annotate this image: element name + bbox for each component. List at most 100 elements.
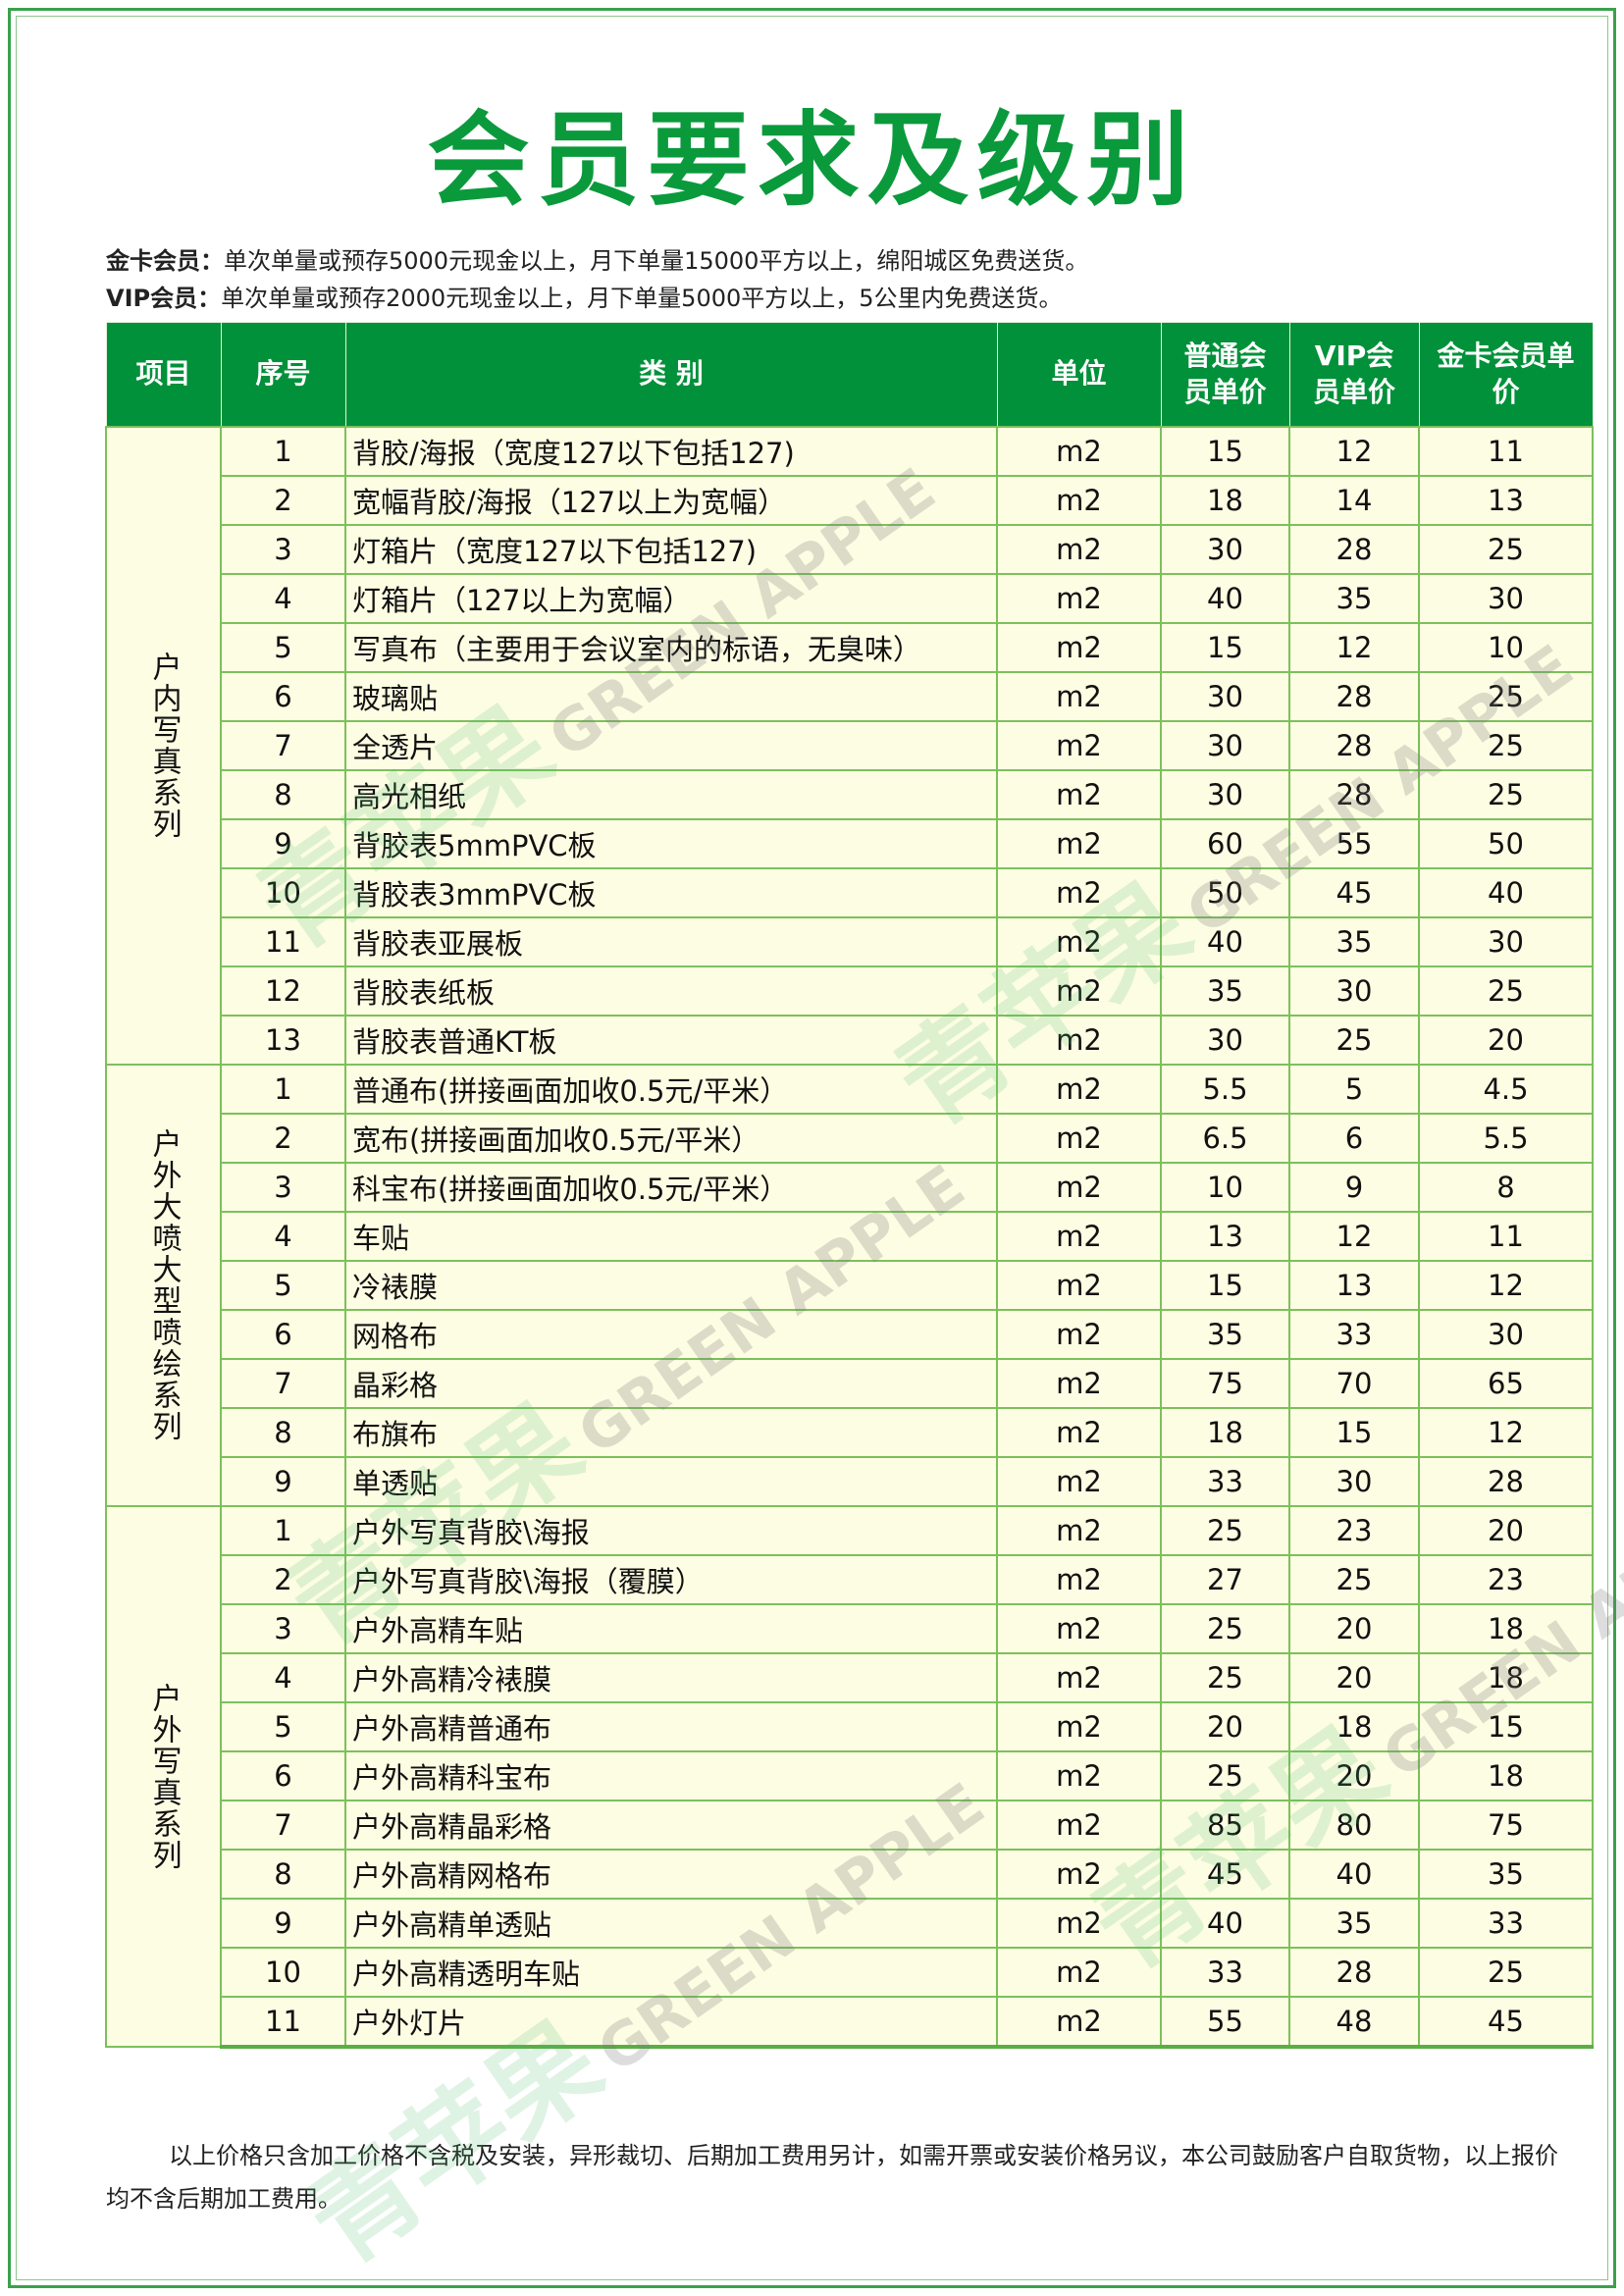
row-number: 6 <box>220 671 346 722</box>
category: 户外高精普通布 <box>344 1701 998 1752</box>
regular-price: 33 <box>1160 1947 1290 1998</box>
gold-price: 45 <box>1418 1996 1594 2049</box>
gold-price: 12 <box>1418 1260 1594 1311</box>
vip-price: 14 <box>1288 475 1420 526</box>
unit: m2 <box>996 1113 1162 1164</box>
category: 晶彩格 <box>344 1358 998 1409</box>
row-number: 9 <box>220 818 346 869</box>
table-row: 11 户外灯片 m2 55 48 45 <box>106 1996 1594 2049</box>
unit: m2 <box>996 1260 1162 1311</box>
gold-price: 11 <box>1418 1211 1594 1262</box>
row-number: 10 <box>220 1947 346 1998</box>
table-row: 8 布旗布 m2 18 15 12 <box>106 1407 1594 1458</box>
vip-price: 6 <box>1288 1113 1420 1164</box>
regular-price: 30 <box>1160 671 1290 722</box>
regular-price: 6.5 <box>1160 1113 1290 1164</box>
vip-price: 23 <box>1288 1505 1420 1556</box>
category: 背胶表5mmPVC板 <box>344 818 998 869</box>
gold-price: 28 <box>1418 1456 1594 1507</box>
table-row: 9 户外高精单透贴 m2 40 35 33 <box>106 1898 1594 1949</box>
vip-member-requirement: VIP会员：单次单量或预存2000元现金以上，月下单量5000平方以上，5公里内… <box>106 279 1063 313</box>
table-row: 7 户外高精晶彩格 m2 85 80 75 <box>106 1800 1594 1851</box>
regular-price: 18 <box>1160 475 1290 526</box>
table-row: 2 宽幅背胶/海报（127以上为宽幅） m2 18 14 13 <box>106 475 1594 526</box>
regular-price: 13 <box>1160 1211 1290 1262</box>
unit: m2 <box>996 867 1162 918</box>
gold-price: 30 <box>1418 916 1594 967</box>
row-number: 6 <box>220 1309 346 1360</box>
vip-price: 28 <box>1288 1947 1420 1998</box>
category: 户外高精网格布 <box>344 1849 998 1900</box>
row-number: 1 <box>220 1505 346 1556</box>
category: 灯箱片（宽度127以下包括127) <box>344 524 998 575</box>
unit: m2 <box>996 524 1162 575</box>
gold-price: 65 <box>1418 1358 1594 1409</box>
section-label: 户外大喷大型喷绘系列 <box>105 1064 222 1507</box>
row-number: 5 <box>220 1260 346 1311</box>
gold-price: 18 <box>1418 1603 1594 1654</box>
category: 网格布 <box>344 1309 998 1360</box>
column-header: 金卡会员单价 <box>1418 322 1594 428</box>
row-number: 6 <box>220 1750 346 1801</box>
table-row: 3 科宝布(拼接画面加收0.5元/平米） m2 10 9 8 <box>106 1162 1594 1213</box>
row-number: 2 <box>220 1554 346 1605</box>
regular-price: 35 <box>1160 965 1290 1017</box>
table-row: 12 背胶表纸板 m2 35 30 25 <box>106 965 1594 1017</box>
unit: m2 <box>996 1015 1162 1066</box>
vip-price: 80 <box>1288 1800 1420 1851</box>
category: 全透片 <box>344 720 998 771</box>
table-row: 5 冷裱膜 m2 15 13 12 <box>106 1260 1594 1311</box>
row-number: 1 <box>220 1064 346 1115</box>
row-number: 3 <box>220 1162 346 1213</box>
row-number: 4 <box>220 1211 346 1262</box>
gold-price: 25 <box>1418 1947 1594 1998</box>
unit: m2 <box>996 1800 1162 1851</box>
regular-price: 40 <box>1160 1898 1290 1949</box>
table-row: 11 背胶表亚展板 m2 40 35 30 <box>106 916 1594 967</box>
column-header: 项目 <box>105 322 222 428</box>
row-number: 8 <box>220 1407 346 1458</box>
unit: m2 <box>996 1309 1162 1360</box>
table-row: 6 网格布 m2 35 33 30 <box>106 1309 1594 1360</box>
gold-price: 33 <box>1418 1898 1594 1949</box>
vip-price: 28 <box>1288 769 1420 820</box>
category: 背胶表纸板 <box>344 965 998 1017</box>
category: 高光相纸 <box>344 769 998 820</box>
table-row: 4 户外高精冷裱膜 m2 25 20 18 <box>106 1652 1594 1703</box>
row-number: 5 <box>220 622 346 673</box>
vip-price: 20 <box>1288 1652 1420 1703</box>
vip-price: 5 <box>1288 1064 1420 1115</box>
category: 写真布（主要用于会议室内的标语，无臭味） <box>344 622 998 673</box>
gold-price: 35 <box>1418 1849 1594 1900</box>
category: 背胶/海报（宽度127以下包括127) <box>344 426 998 477</box>
vip-price: 35 <box>1288 916 1420 967</box>
gold-label: 金卡会员： <box>106 247 224 275</box>
page-border-inner <box>16 16 1608 2280</box>
unit: m2 <box>996 916 1162 967</box>
vip-price: 48 <box>1288 1996 1420 2049</box>
vip-price: 12 <box>1288 622 1420 673</box>
table-row: 2 户外写真背胶\海报（覆膜） m2 27 25 23 <box>106 1554 1594 1605</box>
unit: m2 <box>996 573 1162 624</box>
gold-price: 30 <box>1418 573 1594 624</box>
table-row: 9 背胶表5mmPVC板 m2 60 55 50 <box>106 818 1594 869</box>
gold-price: 12 <box>1418 1407 1594 1458</box>
unit: m2 <box>996 1849 1162 1900</box>
gold-member-requirement: 金卡会员：单次单量或预存5000元现金以上，月下单量15000平方以上，绵阳城区… <box>106 241 1088 276</box>
category: 户外写真背胶\海报（覆膜） <box>344 1554 998 1605</box>
category: 背胶表亚展板 <box>344 916 998 967</box>
regular-price: 40 <box>1160 916 1290 967</box>
table-row: 10 背胶表3mmPVC板 m2 50 45 40 <box>106 867 1594 918</box>
category: 户外高精透明车贴 <box>344 1947 998 1998</box>
row-number: 4 <box>220 1652 346 1703</box>
category: 车贴 <box>344 1211 998 1262</box>
gold-price: 50 <box>1418 818 1594 869</box>
table-row: 6 户外高精科宝布 m2 25 20 18 <box>106 1750 1594 1801</box>
unit: m2 <box>996 1505 1162 1556</box>
table-row: 8 户外高精网格布 m2 45 40 35 <box>106 1849 1594 1900</box>
vip-price: 30 <box>1288 965 1420 1017</box>
regular-price: 40 <box>1160 573 1290 624</box>
table-row: 户外大喷大型喷绘系列 1 普通布(拼接画面加收0.5元/平米） m2 5.5 5 4.5 <box>105 1064 1594 1507</box>
gold-price: 25 <box>1418 671 1594 722</box>
vip-price: 9 <box>1288 1162 1420 1213</box>
